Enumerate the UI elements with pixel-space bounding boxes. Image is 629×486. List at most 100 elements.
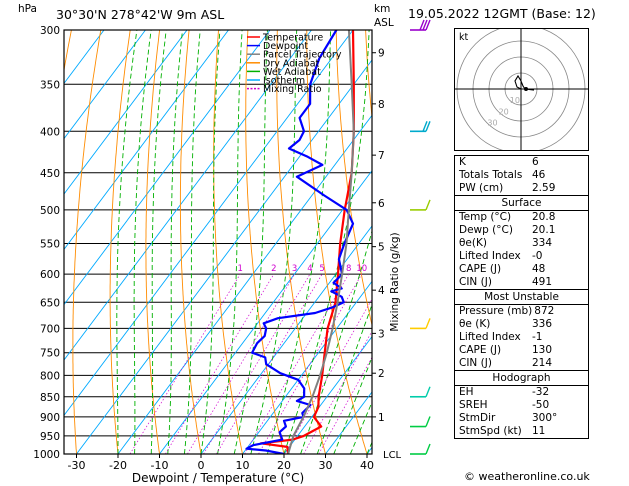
- surface-row: CIN (J) 491: [455, 276, 588, 289]
- pressure-tick-label: 1000: [33, 449, 60, 461]
- wind-barb-flag: [425, 19, 431, 31]
- surface-row: Temp (°C) 20.8: [455, 211, 588, 224]
- mixing-ratio-label: 2: [271, 264, 276, 274]
- dry-adiabat-line: [145, 30, 161, 454]
- hodograph-key: StmDir: [459, 412, 496, 424]
- hodograph-key: StmSpd (kt): [459, 425, 522, 437]
- mixing-ratio-line: [165, 273, 275, 454]
- surface-title: Surface: [455, 196, 588, 211]
- pressure-tick-label: 500: [40, 205, 60, 217]
- legend-label: Temperature: [262, 33, 323, 44]
- pressure-tick-label: 650: [40, 297, 60, 309]
- mixing-ratio-line: [244, 273, 350, 454]
- km-tick-label: 7: [378, 150, 385, 162]
- pressure-tick-label: 700: [40, 323, 60, 335]
- index-value: 2.59: [532, 182, 556, 194]
- most-unstable-value: 336: [532, 318, 553, 330]
- km-tick-label: 3: [378, 328, 385, 340]
- hodograph-title: Hodograph: [455, 371, 588, 386]
- pressure-tick-label: 350: [40, 79, 60, 91]
- pressure-tick-label: 400: [40, 126, 60, 138]
- most-unstable-row: CIN (J) 214: [455, 357, 588, 370]
- index-value: 46: [532, 169, 546, 181]
- isotherm-line: [64, 30, 146, 140]
- hodograph-row: EH -32: [455, 386, 588, 399]
- legend-label: Isotherm: [263, 76, 305, 87]
- wind-barb-flag: [419, 19, 425, 31]
- wind-barb-flag: [422, 121, 428, 132]
- most-unstable-key: CAPE (J): [459, 344, 502, 356]
- hodograph-trace: [514, 74, 526, 90]
- mixing-ratio-line: [203, 273, 311, 454]
- index-key: K: [459, 156, 466, 168]
- wind-barb-flag: [425, 318, 431, 329]
- x-axis-label: Dewpoint / Temperature (°C): [132, 471, 304, 485]
- dry-adiabat-line: [72, 30, 102, 454]
- dry-adiabat-line: [306, 30, 368, 454]
- most-unstable-title: Most Unstable: [455, 290, 588, 305]
- hodograph-row: StmDir 300°: [455, 412, 588, 425]
- plot-frame: [63, 29, 373, 455]
- surface-key: θe(K): [459, 237, 487, 249]
- dry-adiabat-line: [601, 30, 629, 454]
- hodograph-ring-label: 10: [510, 96, 520, 105]
- wind-barb-flag: [425, 199, 431, 211]
- surface-key: Lifted Index: [459, 250, 521, 262]
- mixing-ratio-line: [129, 273, 241, 454]
- x-tick-label: -30: [68, 459, 86, 472]
- hodograph-key: EH: [459, 386, 474, 398]
- surface-value: 491: [532, 276, 553, 288]
- hodograph-unit-label: kt: [459, 32, 469, 43]
- mixing-ratio-label: 1: [238, 264, 243, 274]
- wet-adiabat-line: [217, 30, 243, 454]
- hodograph-row: SREH -50: [455, 399, 588, 412]
- isotherm-line: [242, 280, 372, 454]
- index-row: Totals Totals 46: [455, 169, 588, 182]
- surface-key: CAPE (J): [459, 263, 502, 275]
- hodograph-ring-label: 20: [499, 107, 509, 116]
- wind-barb-flag: [422, 19, 428, 31]
- km-tick-label: 6: [378, 198, 385, 210]
- pressure-tick-label: 300: [40, 25, 60, 37]
- indices-panel: K 6 Totals Totals 46 PW (cm) 2.59 Surface Tem…: [454, 155, 589, 439]
- mixing-ratio-label: 8: [346, 264, 351, 274]
- wet-adiabat-line: [233, 30, 268, 454]
- x-tick-label: 30: [319, 459, 333, 472]
- most-unstable-value: -1: [532, 331, 543, 343]
- hodograph-value: 300°: [532, 412, 558, 424]
- parcel-trajectory-series: [287, 30, 355, 454]
- mixing-ratio-line: [216, 273, 323, 454]
- isotherm-line: [64, 30, 354, 417]
- mixing-ratio-label: 10: [356, 264, 367, 274]
- footer-credit: © weatheronline.co.uk: [464, 470, 590, 483]
- surface-key: Dewp (°C): [459, 224, 513, 236]
- surface-value: 334: [532, 237, 553, 249]
- km-tick-label: 1: [378, 412, 385, 424]
- most-unstable-key: Lifted Index: [459, 331, 521, 343]
- surface-value: 20.1: [532, 224, 556, 236]
- dry-adiabat-line: [179, 30, 202, 454]
- mixing-ratio-label: 4: [307, 264, 312, 274]
- most-unstable-key: Pressure (mb): [459, 305, 533, 317]
- hodograph-plot: kt 10 20 30: [454, 24, 589, 154]
- mixing-ratio-axis-label: Mixing Ratio (g/kg): [389, 232, 401, 331]
- wet-adiabat-line: [116, 30, 138, 454]
- x-tick-label: 0: [198, 459, 205, 472]
- isotherm-line: [159, 169, 372, 454]
- wind-barb-flag: [425, 416, 431, 427]
- surface-key: Temp (°C): [459, 211, 512, 223]
- km-tick-label: 9: [378, 48, 385, 60]
- mixing-ratio-line: [258, 273, 363, 454]
- mixing-ratio-label: 5: [319, 264, 324, 274]
- surface-row: θe(K) 334: [455, 237, 588, 250]
- wet-adiabat-line: [183, 30, 201, 454]
- most-unstable-key: CIN (J): [459, 357, 492, 369]
- dry-adiabat-line: [245, 30, 285, 454]
- index-key: Totals Totals: [459, 169, 523, 181]
- mixing-ratio-line: [187, 273, 295, 454]
- hpa-unit-label: hPa: [18, 3, 37, 15]
- hodograph-value: 11: [532, 425, 546, 437]
- index-value: 6: [532, 156, 539, 168]
